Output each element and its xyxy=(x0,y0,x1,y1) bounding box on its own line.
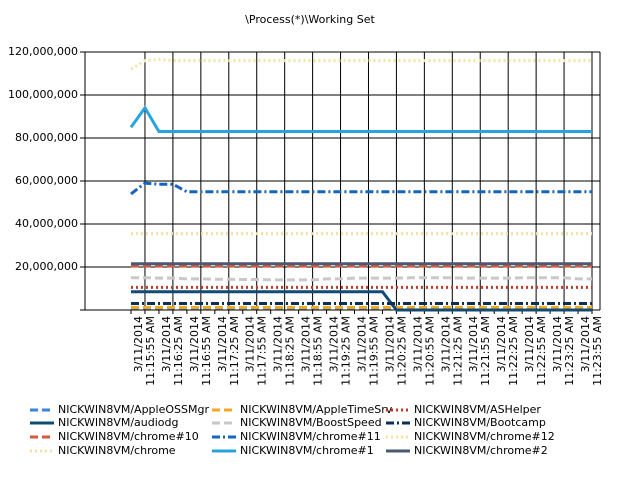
series-line xyxy=(130,181,592,196)
x-tick-label: 3/11/2014 11:19:55 AM xyxy=(355,316,380,386)
y-tick-label: 80,000,000 xyxy=(15,131,78,144)
x-tick-label-date: 3/11/2014 xyxy=(160,316,173,372)
x-tick-label-date: 3/11/2014 xyxy=(272,316,285,372)
x-tick-label-time: 11:19:25 AM xyxy=(340,316,353,386)
y-tick-label: 100,000,000 xyxy=(8,88,78,101)
x-tick-label: 3/11/2014 11:16:55 AM xyxy=(188,316,213,386)
x-tick-label-date: 3/11/2014 xyxy=(579,316,592,372)
x-tick-label: 3/11/2014 11:17:25 AM xyxy=(216,316,241,386)
x-tick-label-time: 11:16:55 AM xyxy=(200,316,213,386)
x-tick-label: 3/11/2014 11:23:55 AM xyxy=(579,316,604,386)
x-tick-label: 3/11/2014 11:20:55 AM xyxy=(411,316,436,386)
x-tick-label-time: 11:18:25 AM xyxy=(284,316,297,386)
x-tick-label-date: 3/11/2014 xyxy=(355,316,368,372)
y-tick-label: 40,000,000 xyxy=(15,217,78,230)
x-tick-label: 3/11/2014 11:22:55 AM xyxy=(523,316,548,386)
x-tick-label-time: 11:21:55 AM xyxy=(479,316,492,386)
legend-label: NICKWIN8VM/chrome#1 xyxy=(240,444,374,457)
x-tick-label-date: 3/11/2014 xyxy=(467,316,480,372)
x-tick-label-time: 11:17:55 AM xyxy=(256,316,269,386)
chart-title: \Process(*)\Working Set xyxy=(245,13,375,26)
x-tick-label-date: 3/11/2014 xyxy=(132,316,145,372)
x-tick-label: 3/11/2014 11:16:25 AM xyxy=(160,316,185,386)
x-tick-label: 3/11/2014 11:15:55 AM xyxy=(132,316,157,386)
legend-label: NICKWIN8VM/AppleTimeSrv xyxy=(240,403,393,416)
x-tick-label-time: 11:22:25 AM xyxy=(507,316,520,386)
x-tick-label-date: 3/11/2014 xyxy=(188,316,201,372)
x-tick-label-time: 11:20:55 AM xyxy=(423,316,436,386)
x-tick-label-date: 3/11/2014 xyxy=(383,316,396,372)
legend-label: NICKWIN8VM/BoostSpeed xyxy=(240,416,382,429)
legend-label: NICKWIN8VM/chrome#12 xyxy=(414,430,555,443)
legend-label: NICKWIN8VM/chrome#11 xyxy=(240,430,381,443)
series-line xyxy=(129,105,592,134)
x-tick-label: 3/11/2014 11:23:25 AM xyxy=(551,316,576,386)
legend-label: NICKWIN8VM/audiodg xyxy=(58,416,179,429)
legend-label: NICKWIN8VM/Bootcamp xyxy=(414,416,546,429)
series-line xyxy=(131,290,592,312)
x-tick-label-date: 3/11/2014 xyxy=(244,316,257,372)
legend-label: NICKWIN8VM/chrome xyxy=(58,444,176,457)
x-tick-label-date: 3/11/2014 xyxy=(495,316,508,372)
x-tick-label-time: 11:16:25 AM xyxy=(172,316,185,386)
y-tick-label: 20,000,000 xyxy=(15,260,78,273)
x-tick-label-date: 3/11/2014 xyxy=(411,316,424,372)
x-tick-label: 3/11/2014 11:21:25 AM xyxy=(439,316,464,386)
y-tick-label: 60,000,000 xyxy=(15,174,78,187)
x-tick-label-time: 11:23:25 AM xyxy=(563,316,576,386)
x-tick-label-date: 3/11/2014 xyxy=(523,316,536,372)
x-tick-label-date: 3/11/2014 xyxy=(300,316,313,372)
x-tick-label-time: 11:22:55 AM xyxy=(535,316,548,386)
x-tick-label: 3/11/2014 11:18:25 AM xyxy=(272,316,297,386)
x-tick-label-time: 11:21:25 AM xyxy=(451,316,464,386)
x-tick-label-time: 11:18:55 AM xyxy=(312,316,325,386)
x-tick-label-time: 11:20:25 AM xyxy=(395,316,408,386)
legend-label: NICKWIN8VM/chrome#10 xyxy=(58,430,199,443)
x-tick-label-time: 11:15:55 AM xyxy=(144,316,157,386)
series-line xyxy=(131,276,592,282)
x-tick-label-date: 3/11/2014 xyxy=(439,316,452,372)
series-line xyxy=(130,58,592,71)
x-tick-label-time: 11:23:55 AM xyxy=(591,316,604,386)
x-tick-label: 3/11/2014 11:19:25 AM xyxy=(328,316,353,386)
x-tick-label-date: 3/11/2014 xyxy=(216,316,229,372)
legend-label: NICKWIN8VM/AppleOSSMgr xyxy=(58,403,209,416)
x-tick-label: 3/11/2014 11:21:55 AM xyxy=(467,316,492,386)
x-tick-label-time: 11:17:25 AM xyxy=(228,316,241,386)
x-tick-label-time: 11:19:55 AM xyxy=(367,316,380,386)
x-tick-label: 3/11/2014 11:22:25 AM xyxy=(495,316,520,386)
legend-label: NICKWIN8VM/chrome#2 xyxy=(414,444,548,457)
x-tick-label: 3/11/2014 11:20:25 AM xyxy=(383,316,408,386)
y-tick-label: 120,000,000 xyxy=(8,45,78,58)
legend-label: NICKWIN8VM/ASHelper xyxy=(414,403,541,416)
x-tick-label-date: 3/11/2014 xyxy=(551,316,564,372)
x-tick-label: 3/11/2014 11:17:55 AM xyxy=(244,316,269,386)
x-tick-label: 3/11/2014 11:18:55 AM xyxy=(300,316,325,386)
x-tick-label-date: 3/11/2014 xyxy=(328,316,341,372)
